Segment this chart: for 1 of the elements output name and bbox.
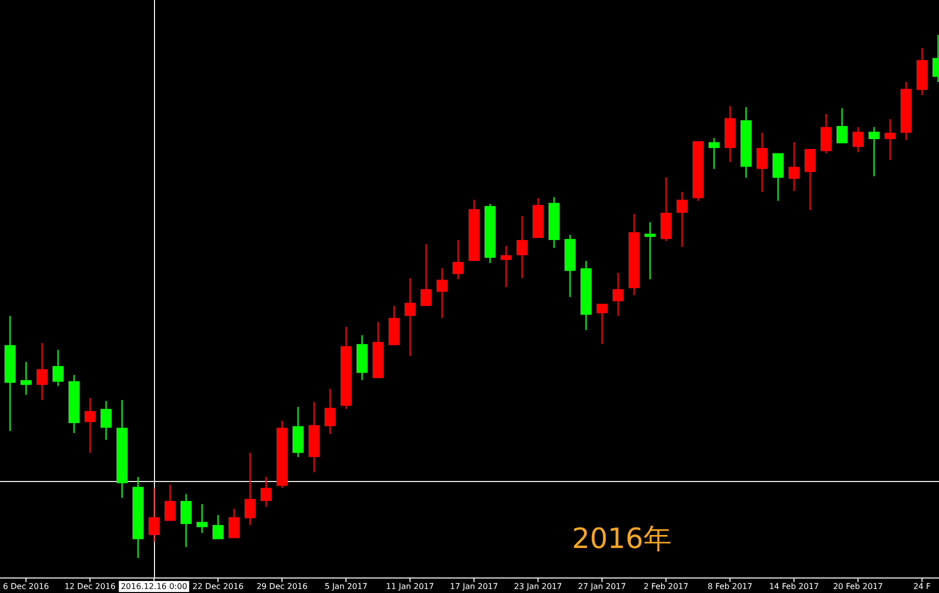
annotation: 2016年 <box>572 522 672 555</box>
